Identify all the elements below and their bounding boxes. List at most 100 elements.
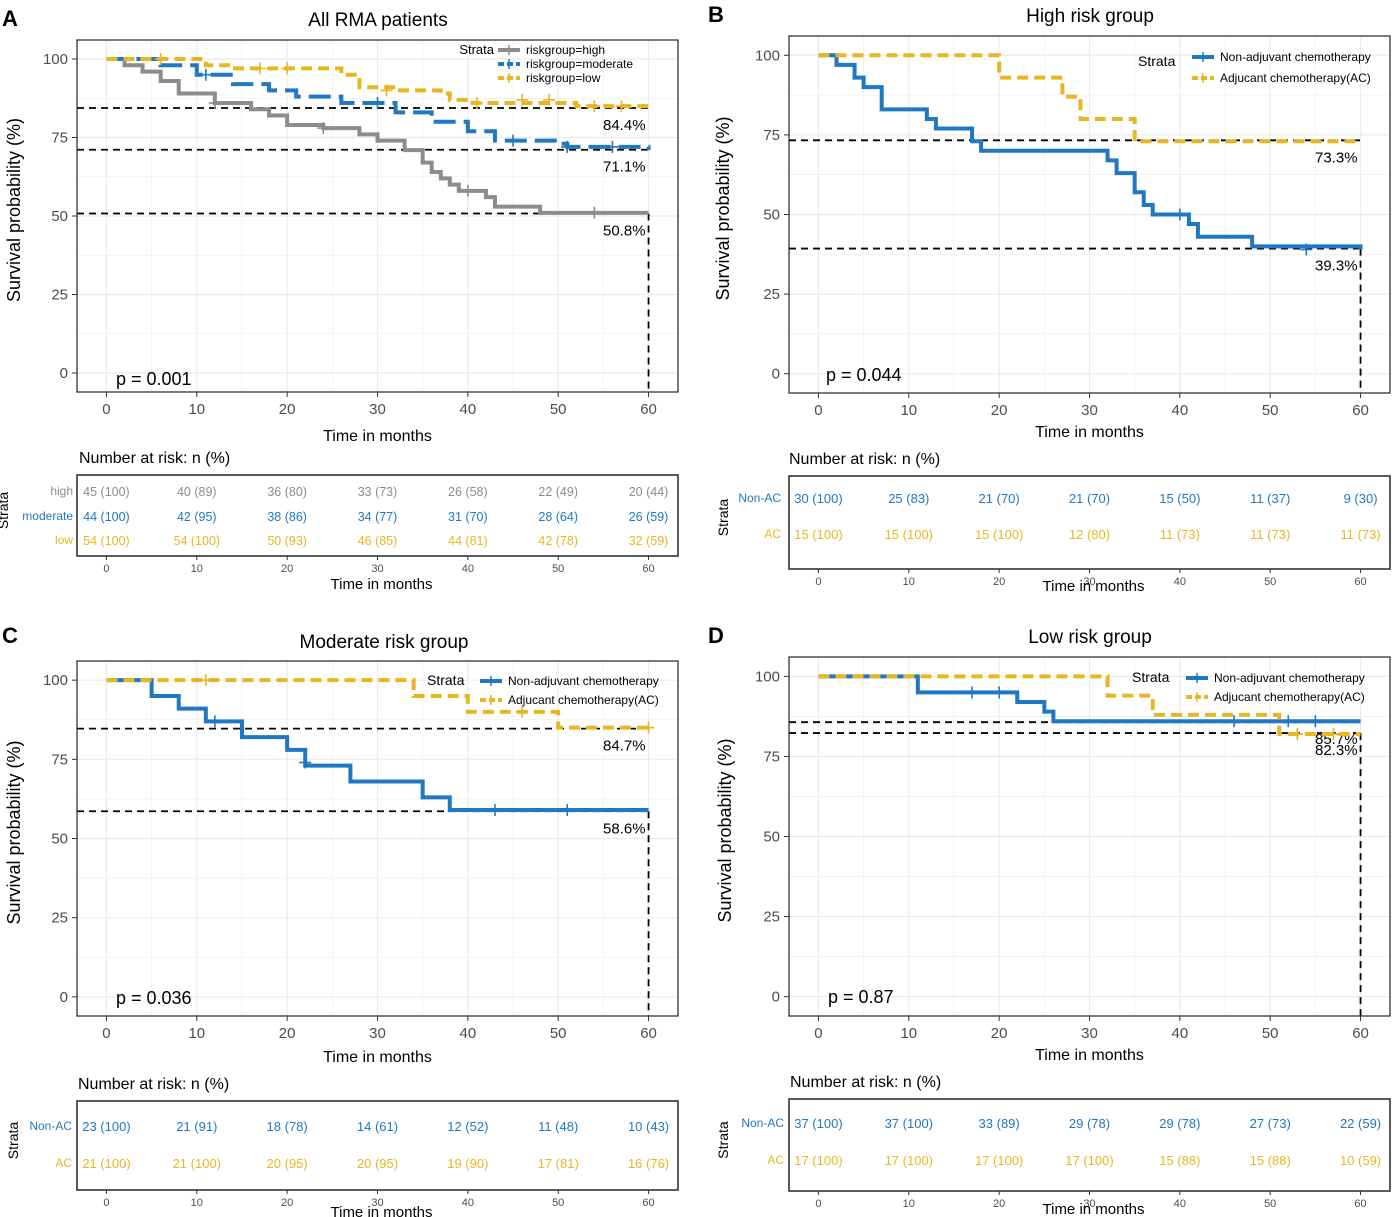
risk-value: 11 (37) — [1250, 491, 1290, 506]
legend-title: Strata — [427, 672, 465, 688]
risk-value: 28 (64) — [538, 510, 578, 524]
survival-curve-ac — [106, 678, 649, 730]
risk-value: 21 (91) — [176, 1119, 217, 1134]
y-axis-title: Survival probability (%) — [713, 116, 733, 300]
x-axis-title: Time in months — [323, 428, 432, 445]
risk-value: 12 (52) — [447, 1119, 488, 1134]
y-tick-label: 100 — [43, 51, 68, 68]
grid — [77, 661, 678, 1016]
risk-value: 42 (78) — [538, 534, 578, 548]
end-value-label: 50.8% — [603, 222, 646, 239]
risk-tick-label: 50 — [552, 563, 564, 575]
risk-value: 21 (100) — [82, 1156, 130, 1171]
risk-tick-label: 40 — [1174, 1198, 1186, 1210]
legend-item-label: riskgroup=moderate — [526, 57, 633, 71]
risk-tick-label: 30 — [371, 1197, 383, 1209]
y-tick-label: 0 — [60, 989, 68, 1006]
grid — [789, 36, 1390, 393]
end-value-label: 73.3% — [1315, 149, 1358, 166]
risk-value: 40 (89) — [177, 485, 217, 499]
risk-value: 54 (100) — [174, 534, 221, 548]
risk-row-label: AC — [767, 1153, 784, 1167]
risk-row-label: AC — [55, 1156, 72, 1170]
chart-title: Low risk group — [1028, 627, 1152, 648]
legend-title: Strata — [459, 42, 494, 57]
p-value: p = 0.036 — [116, 988, 192, 1008]
plot-border — [788, 35, 1391, 394]
risk-value: 17 (100) — [885, 1153, 933, 1168]
legend: Strata Non-adjuvant chemotherapy Adjucant … — [427, 672, 659, 707]
risk-value: 19 (90) — [447, 1156, 488, 1171]
legend-item-label: riskgroup=low — [526, 71, 601, 85]
risk-value: 37 (100) — [794, 1116, 842, 1131]
y-axis-title: Survival probability (%) — [715, 738, 735, 922]
x-axis-title: Time in months — [1035, 424, 1144, 441]
risk-value: 16 (76) — [628, 1156, 669, 1171]
risk-x-title: Time in months — [331, 1204, 433, 1217]
risk-tick-label: 20 — [993, 576, 1005, 588]
plot-border — [76, 660, 679, 1017]
risk-row-label: AC — [764, 527, 781, 541]
end-value-label: 82.3% — [1315, 742, 1358, 759]
end-value-label: 71.1% — [603, 159, 646, 176]
risk-value: 23 (100) — [82, 1119, 130, 1134]
x-tick-label: 50 — [1262, 402, 1279, 419]
survival-curve-moderate — [106, 57, 651, 151]
risk-tick-label: 0 — [103, 563, 109, 575]
y-tick-label: 50 — [763, 829, 780, 846]
x-tick-label: 40 — [1172, 1025, 1189, 1042]
risk-x-title: Time in months — [1043, 1201, 1145, 1217]
x-tick-label: 10 — [900, 402, 917, 419]
risk-row-label: Non-AC — [738, 491, 781, 505]
risk-value: 32 (59) — [629, 534, 669, 548]
x-tick-label: 20 — [991, 402, 1008, 419]
y-tick-label: 25 — [51, 286, 68, 303]
risk-tick-label: 30 — [371, 563, 383, 575]
risk-row-label: Non-AC — [29, 1119, 72, 1133]
risk-x-title: Time in months — [331, 576, 433, 593]
risk-tick-label: 50 — [1264, 1198, 1276, 1210]
y-tick-label: 25 — [763, 286, 780, 303]
x-tick-label: 40 — [460, 1025, 477, 1042]
y-tick-label: 75 — [51, 751, 68, 768]
risk-value: 14 (61) — [357, 1119, 398, 1134]
risk-table: Number at risk: n (%) high 45 (100) 40 (89)… — [0, 450, 679, 593]
risk-value: 15 (50) — [1159, 491, 1200, 506]
risk-value: 12 (80) — [1069, 527, 1110, 542]
survival-curve-nonac — [818, 674, 1361, 724]
risk-value: 20 (44) — [629, 485, 669, 499]
risk-value: 25 (83) — [888, 491, 929, 506]
risk-value: 22 (59) — [1340, 1116, 1381, 1131]
chart-title: Moderate risk group — [300, 632, 469, 653]
panel-label: A — [2, 6, 18, 31]
risk-tick-label: 30 — [1083, 1198, 1095, 1210]
y-tick-label: 100 — [43, 672, 68, 689]
panel-label: D — [708, 623, 724, 648]
x-axis-title: Time in months — [1035, 1047, 1144, 1064]
risk-value: 26 (58) — [448, 485, 488, 499]
x-tick-label: 50 — [550, 401, 567, 418]
risk-value: 15 (100) — [794, 527, 842, 542]
risk-strata-label: Strata — [715, 499, 731, 537]
risk-tick-label: 10 — [903, 576, 915, 588]
risk-value: 46 (85) — [358, 534, 398, 548]
risk-tick-label: 10 — [191, 563, 203, 575]
survival-curve-ac — [818, 53, 1361, 144]
risk-value: 31 (70) — [448, 510, 488, 524]
risk-value: 44 (81) — [448, 534, 488, 548]
risk-value: 11 (73) — [1340, 527, 1380, 542]
risk-row-label: high — [50, 484, 73, 498]
risk-table-border — [788, 475, 1391, 570]
risk-tick-label: 0 — [815, 1198, 821, 1210]
chart-title: All RMA patients — [308, 10, 447, 31]
risk-value: 17 (100) — [794, 1153, 842, 1168]
risk-value: 20 (95) — [267, 1156, 308, 1171]
legend-title: Strata — [1132, 669, 1170, 685]
risk-tick-label: 40 — [462, 1197, 474, 1209]
risk-value: 17 (100) — [1065, 1153, 1113, 1168]
risk-tick-label: 40 — [1174, 576, 1186, 588]
x-tick-label: 50 — [550, 1025, 567, 1042]
risk-value: 17 (81) — [538, 1156, 579, 1171]
x-tick-label: 40 — [460, 401, 477, 418]
